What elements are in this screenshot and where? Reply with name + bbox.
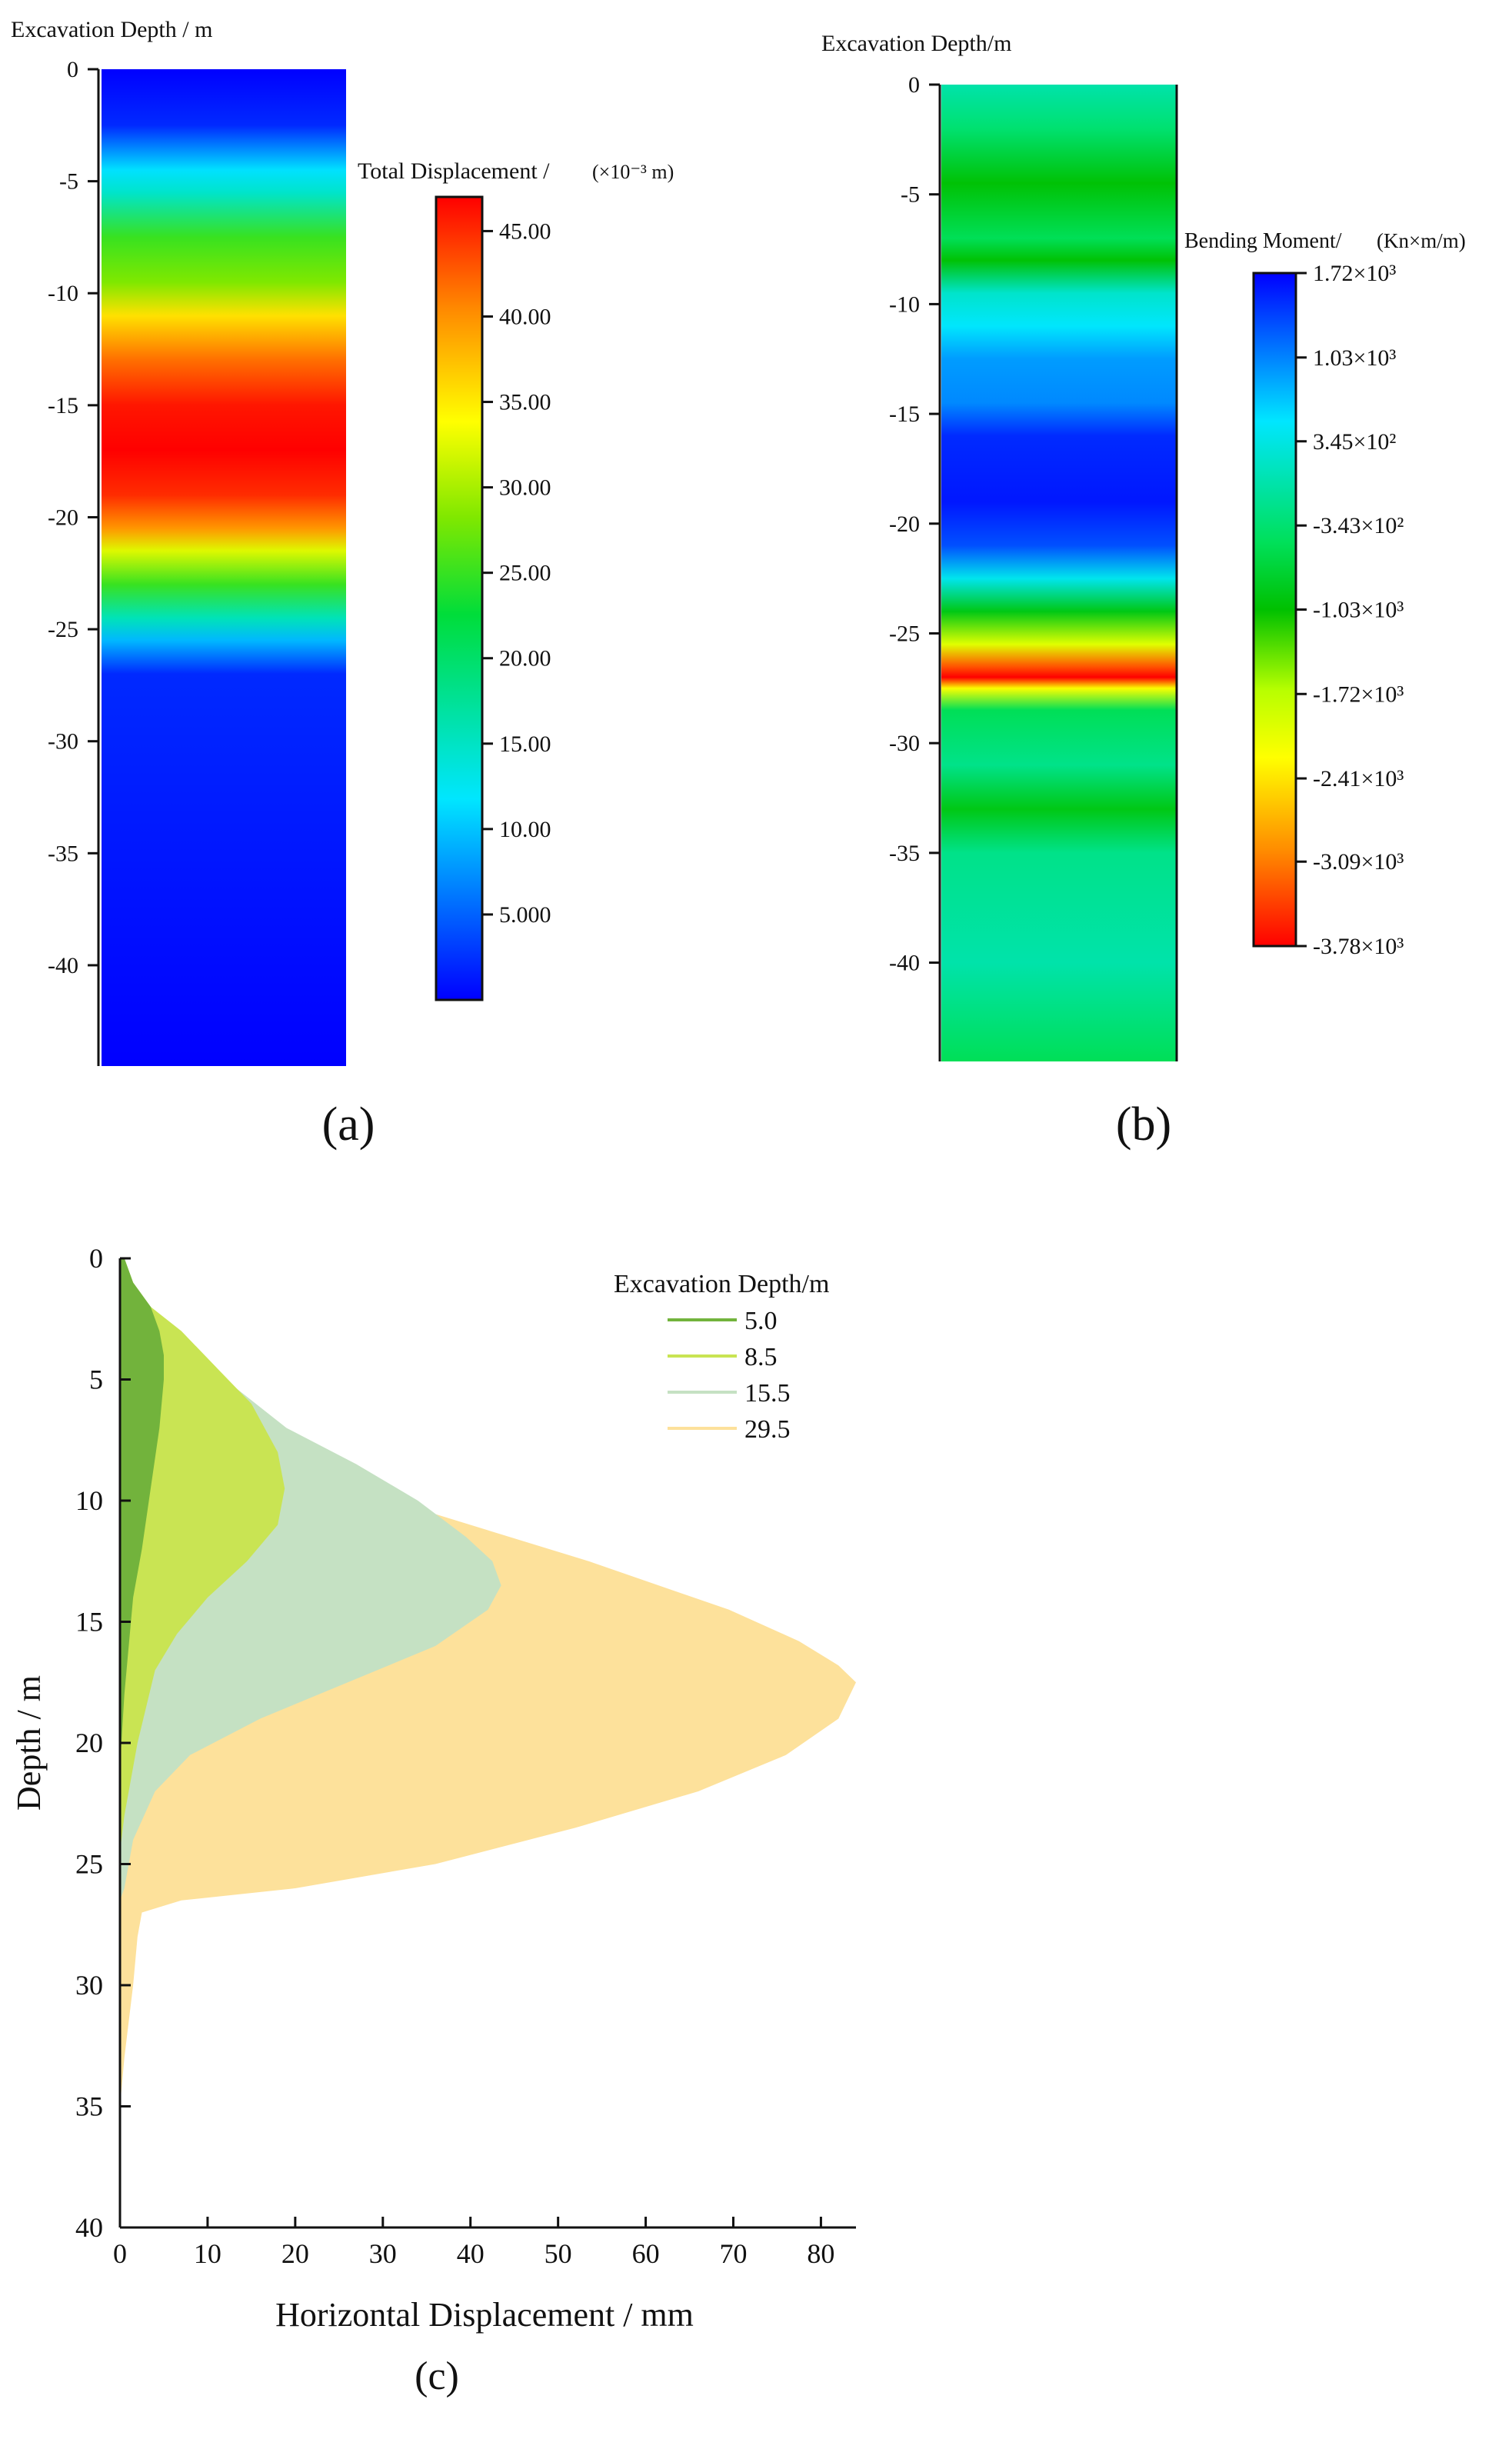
colorbar-tick-label: 45.00 [499, 218, 551, 244]
legend-label-5-0: 5.0 [744, 1307, 778, 1335]
x-tick-label: 10 [194, 2238, 221, 2269]
depth-tick-label: -20 [889, 511, 920, 537]
y-tick-label: 20 [75, 1728, 103, 1758]
depth-tick-label: -10 [889, 292, 920, 317]
x-tick-label: 30 [369, 2238, 397, 2269]
panel-a-colorbar [435, 195, 484, 1001]
y-tick-label: 10 [75, 1485, 103, 1516]
panel-c-legend-title: Excavation Depth/m [614, 1270, 829, 1298]
panel-b-ticks: 0 -5 -10 -15 -20 -25 -30 -35 -40 [889, 72, 940, 976]
panel-a-label: (a) [322, 1098, 375, 1151]
colorbar-tick-label: -3.09×10³ [1313, 849, 1404, 875]
panel-b-moment-field [941, 85, 1177, 1061]
x-tick-label: 70 [720, 2238, 748, 2269]
depth-tick-label: -15 [48, 393, 78, 418]
panel-a-colorbar-unit: (×10⁻³ m) [592, 161, 674, 183]
colorbar-tick-label: 1.72×10³ [1313, 261, 1396, 286]
colorbar-tick-label: -3.43×10² [1313, 513, 1404, 538]
depth-tick-label: 0 [67, 57, 78, 82]
colorbar-tick-label: 10.00 [499, 817, 551, 842]
panel-a-colorbar-ticks: 45.00 40.00 35.00 30.00 25.00 20.00 15.00 10.00… [482, 218, 551, 928]
area-series-5-0 [120, 1258, 164, 1768]
x-tick-label: 40 [457, 2238, 485, 2269]
colorbar-tick-label: 3.45×10² [1313, 429, 1396, 455]
panel-c-label: (c) [415, 2354, 459, 2398]
y-tick-label: 40 [75, 2212, 103, 2243]
panel-c-legend: Excavation Depth/m 5.0 8.5 15.5 29.5 [614, 1270, 829, 1444]
colorbar-tick-label: 40.00 [499, 304, 551, 329]
colorbar-tick-label: -1.03×10³ [1313, 598, 1404, 623]
depth-tick-label: -5 [901, 182, 920, 208]
panel-a-colorbar-title: Total Displacement / [358, 158, 550, 184]
colorbar-tick-label: -1.72×10³ [1313, 681, 1404, 707]
depth-tick-label: -15 [889, 402, 920, 427]
y-tick-label: 0 [89, 1243, 103, 1274]
colorbar-tick-label: 5.000 [499, 902, 551, 928]
colorbar-tick-label: 15.00 [499, 731, 551, 757]
panel-b-colorbar-unit: (Kn×m/m) [1377, 229, 1466, 252]
y-tick-label: 5 [89, 1364, 103, 1395]
depth-tick-label: -30 [48, 729, 78, 755]
panel-a-ticks: 0 -5 -10 -15 -20 -25 -30 -35 -40 [48, 57, 98, 978]
panel-c-x-ticks: 0 10 20 30 40 50 60 70 80 [113, 2217, 834, 2269]
panel-c: 0 10 20 30 40 50 60 70 80 0 5 10 15 20 25 30 35 40 Horiz… [10, 1243, 856, 2398]
depth-tick-label: -30 [889, 731, 920, 756]
depth-tick-label: -25 [48, 617, 78, 642]
panel-c-y-axis-label: Depth / m [10, 1675, 48, 1811]
colorbar-tick-label: 30.00 [499, 475, 551, 501]
depth-tick-label: -5 [59, 169, 78, 195]
colorbar-tick-label: -2.41×10³ [1313, 766, 1404, 791]
colorbar-tick-label: 20.00 [499, 646, 551, 671]
y-tick-label: 25 [75, 1849, 103, 1880]
panel-c-legend-items: 5.0 8.5 15.5 29.5 [668, 1307, 791, 1444]
depth-tick-label: -40 [889, 951, 920, 976]
colorbar-tick-label: 1.03×10³ [1313, 345, 1396, 371]
depth-tick-label: -20 [48, 505, 78, 530]
panel-c-x-axis-label: Horizontal Displacement / mm [275, 2296, 694, 2334]
x-tick-label: 80 [807, 2238, 834, 2269]
panel-b-axis-title: Excavation Depth/m [821, 31, 1011, 56]
legend-label-8-5: 8.5 [744, 1343, 778, 1371]
legend-label-15-5: 15.5 [744, 1379, 791, 1408]
panel-b-colorbar-ticks: 1.72×10³ 1.03×10³ 3.45×10² -3.43×10² -1.03×1… [1296, 261, 1404, 959]
y-tick-label: 35 [75, 2091, 103, 2122]
depth-tick-label: -35 [48, 841, 78, 866]
x-tick-label: 60 [632, 2238, 660, 2269]
colorbar-tick-label: -3.78×10³ [1313, 934, 1404, 959]
panel-a-axis-title: Excavation Depth / m [11, 17, 212, 42]
colorbar-tick-label: 25.00 [499, 561, 551, 586]
y-tick-label: 30 [75, 1970, 103, 2001]
depth-tick-label: -40 [48, 953, 78, 978]
x-tick-label: 20 [281, 2238, 309, 2269]
x-tick-label: 50 [545, 2238, 572, 2269]
colorbar-tick-label: 35.00 [499, 390, 551, 415]
depth-tick-label: -35 [889, 841, 920, 866]
y-tick-label: 15 [75, 1607, 103, 1638]
panel-c-areas [120, 1258, 856, 2107]
legend-label-29-5: 29.5 [744, 1415, 791, 1444]
panel-b-colorbar-title: Bending Moment/ [1184, 229, 1342, 253]
depth-tick-label: -25 [889, 621, 920, 646]
panel-b: Excavation Depth/m 0 -5 -10 -15 -20 -25 -30 -35… [821, 31, 1466, 1151]
panel-a: Excavation Depth / m 0 -5 -10 -15 -20 -25 -30 -… [11, 17, 674, 1151]
x-tick-label: 0 [113, 2238, 127, 2269]
panel-a-displacement-field [102, 69, 346, 1066]
panel-c-y-ticks: 0 5 10 15 20 25 30 35 40 [75, 1243, 131, 2243]
depth-tick-label: 0 [908, 72, 920, 98]
panel-b-colorbar [1252, 272, 1297, 948]
panel-b-label: (b) [1116, 1098, 1171, 1151]
depth-tick-label: -10 [48, 281, 78, 306]
